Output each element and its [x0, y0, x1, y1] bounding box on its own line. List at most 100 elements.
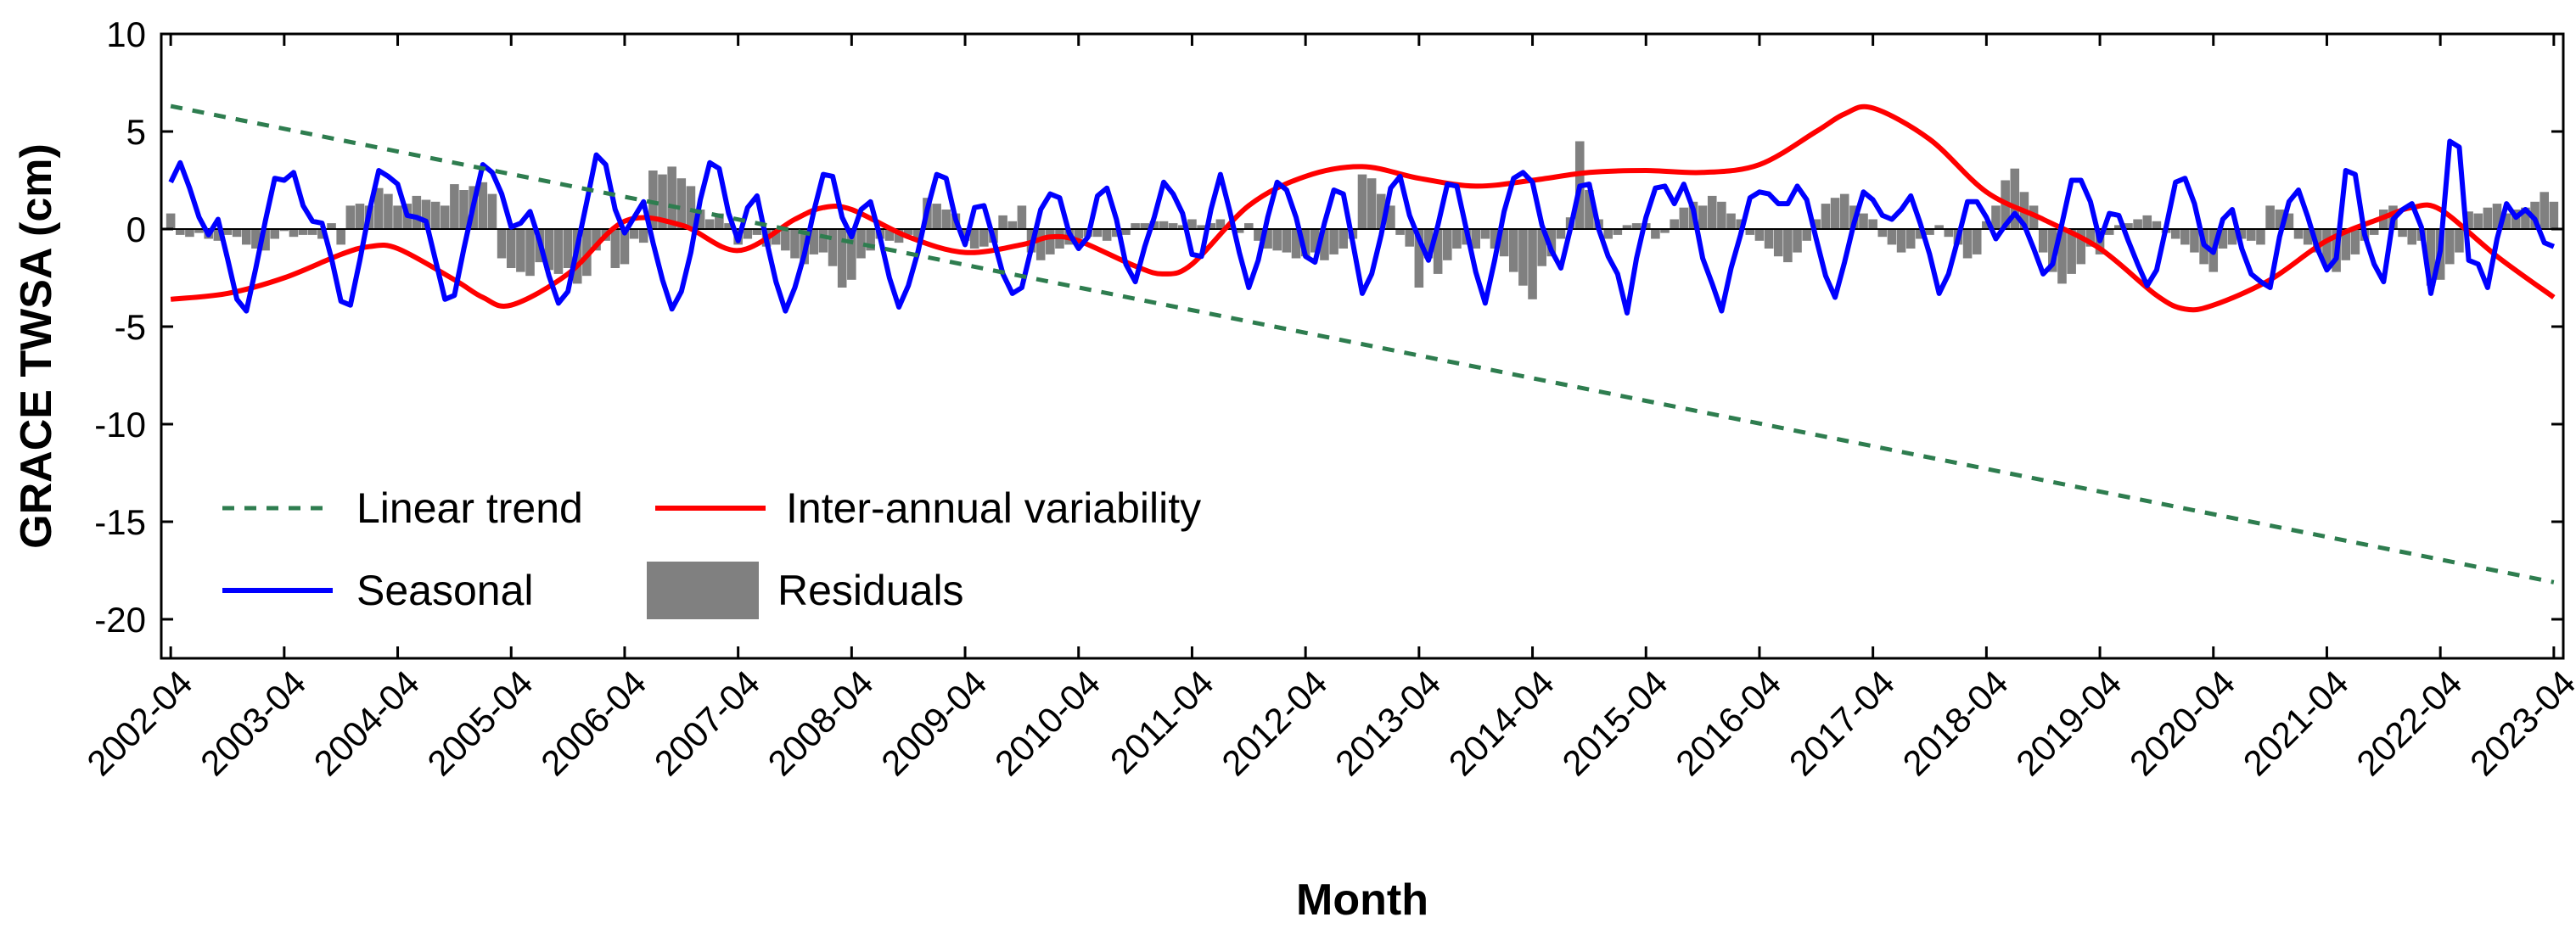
residual-bar [317, 229, 327, 239]
series-layer [168, 103, 2556, 584]
residual-bar [1631, 223, 1642, 229]
residual-bar [1962, 229, 1973, 259]
residual-bar [1310, 229, 1320, 253]
residual-bar [345, 205, 356, 229]
residual-bar [1707, 195, 1717, 229]
residual-bar [704, 219, 715, 229]
residual-bar [998, 215, 1007, 229]
residual-bar [2341, 229, 2351, 260]
residual-bar [1717, 201, 1726, 229]
residual-bar [2104, 229, 2114, 235]
residual-bar [251, 229, 261, 249]
residual-bar [1651, 229, 1660, 239]
residual-bar [752, 229, 762, 235]
residual-bar [1206, 223, 1216, 229]
residual-bar [715, 213, 724, 229]
residual-bar [450, 184, 459, 229]
residual-bar [1234, 229, 1244, 233]
residual-bar [818, 229, 828, 253]
residual-bar [241, 229, 251, 245]
residual-bar [298, 229, 308, 235]
residual-bar [1934, 225, 1944, 229]
residual-bar [2057, 229, 2067, 284]
residual-bar [884, 229, 895, 241]
residual-bar [1035, 229, 1046, 260]
residual-bar [1329, 229, 1339, 254]
residual-bar [412, 195, 422, 229]
residual-bar [2455, 229, 2464, 253]
residual-bar [1896, 229, 1906, 253]
residual-bar [1528, 229, 1537, 299]
residual-bar [1140, 223, 1150, 229]
residual-bar [1508, 229, 1518, 272]
residual-bar [1811, 219, 1821, 229]
residual-bar [2322, 229, 2332, 266]
legend-label-trend: Linear trend [356, 484, 583, 532]
residual-bar [2114, 225, 2124, 229]
residual-bar [629, 229, 639, 239]
residual-bar [289, 229, 299, 238]
residual-bar [2048, 229, 2057, 272]
residual-bar [1471, 229, 1480, 249]
residual-bar [553, 229, 564, 274]
residual-bar [1121, 229, 1131, 235]
residual-bar [1736, 219, 1745, 229]
residual-bar [2256, 229, 2265, 245]
residual-bar [270, 229, 279, 239]
legend: Linear trend Inter-annual variability Se… [222, 484, 1201, 619]
residual-bar [1613, 229, 1623, 235]
residual-bar [307, 229, 317, 235]
residual-bar [1764, 229, 1774, 249]
residual-bar [1215, 219, 1226, 229]
residual-bar [809, 229, 819, 254]
residual-bar [1802, 229, 1811, 241]
residual-bar [1546, 229, 1557, 257]
residual-bar [2398, 229, 2407, 238]
residual-bar [638, 229, 648, 243]
residual-bar [1859, 213, 1868, 229]
residual-bar [2473, 213, 2483, 229]
residual-bar [1254, 229, 1263, 241]
residual-bar [327, 223, 336, 229]
residual-bar [1537, 229, 1546, 266]
residual-bar [2492, 204, 2502, 229]
residual-bar [1556, 229, 1566, 239]
residual-bar [544, 229, 554, 271]
residual-bar [1074, 229, 1084, 239]
residual-bar [2369, 229, 2379, 235]
residual-bar [2076, 229, 2086, 265]
legend-label-seasonal: Seasonal [356, 567, 534, 614]
residual-bar [1982, 221, 1991, 229]
residual-bar [2549, 201, 2559, 229]
seasonal-line [168, 138, 2556, 316]
residual-bar [1263, 229, 1272, 249]
residual-bar [1159, 221, 1169, 229]
residual-bar [1944, 229, 1954, 238]
residual-bar [1282, 229, 1292, 253]
y-tick-label: 10 [106, 14, 146, 54]
residual-bar [1905, 229, 1916, 249]
y-axis: 10 5 0 -5 -10 -15 -20 [94, 14, 2563, 640]
residual-bar [1991, 205, 2001, 229]
residual-bar [2464, 211, 2473, 229]
residual-bar [932, 204, 941, 229]
residual-bar [1386, 205, 1395, 229]
y-tick-label: -10 [94, 405, 146, 445]
y-tick-label: 5 [126, 112, 146, 152]
residual-bar [979, 229, 989, 247]
residual-bar [2540, 192, 2550, 229]
residual-bar [2530, 201, 2540, 229]
residual-bar [2067, 229, 2076, 274]
residual-bar [1112, 229, 1121, 238]
residual-bar [1821, 204, 1831, 229]
residual-bar [2303, 229, 2313, 245]
residual-bar [2180, 229, 2190, 245]
residual-bar [2426, 229, 2436, 286]
residual-bar [1622, 225, 1632, 229]
residual-bar [2227, 229, 2237, 245]
residual-bar [506, 229, 516, 268]
residual-bar [1726, 213, 1736, 229]
residual-bar [667, 166, 676, 229]
residual-bar [516, 229, 525, 272]
